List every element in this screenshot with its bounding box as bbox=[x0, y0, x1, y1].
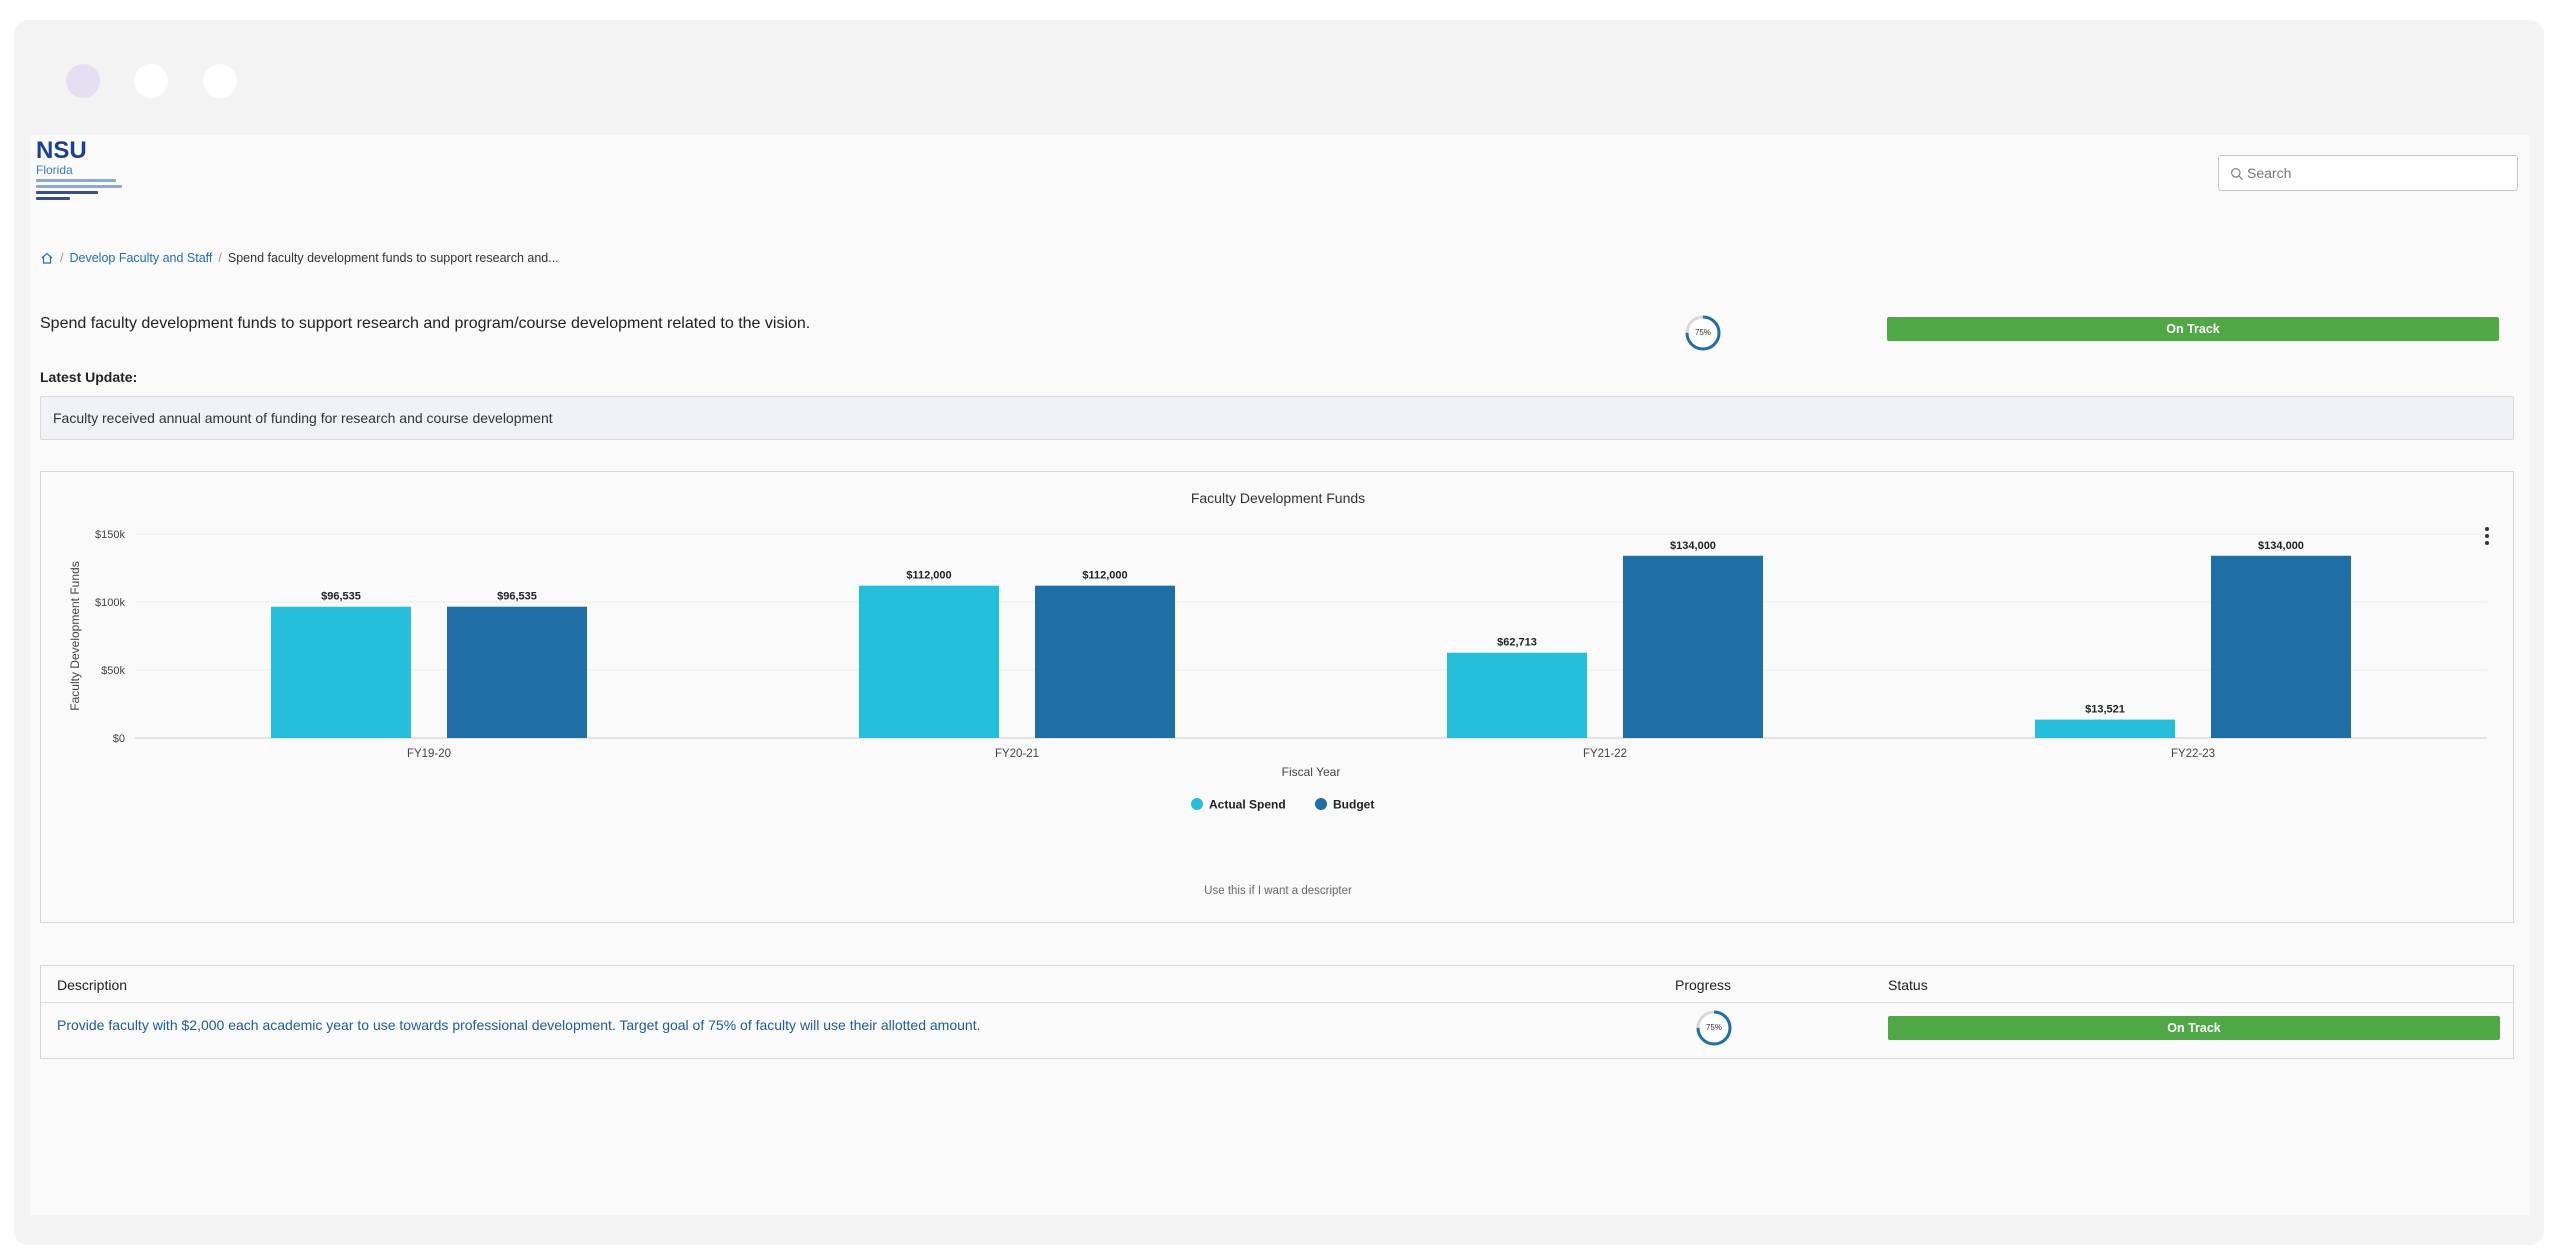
breadcrumb-separator: / bbox=[218, 251, 222, 265]
legend-label: Budget bbox=[1333, 798, 1374, 812]
logo-fine-print bbox=[36, 185, 122, 188]
nsu-logo[interactable]: NSU Florida bbox=[36, 139, 136, 209]
legend-swatch bbox=[1315, 798, 1327, 810]
y-tick-label: $50k bbox=[101, 665, 125, 677]
breadcrumb-separator: / bbox=[60, 251, 64, 265]
window-control-dot[interactable] bbox=[66, 64, 100, 98]
data-label: $96,535 bbox=[321, 591, 361, 603]
data-label: $13,521 bbox=[2085, 704, 2125, 716]
search-input[interactable] bbox=[2247, 160, 2507, 186]
row-status-badge: On Track bbox=[1888, 1016, 2500, 1040]
search-icon bbox=[2230, 167, 2244, 181]
bar bbox=[2211, 555, 2351, 738]
bar bbox=[447, 606, 587, 738]
x-tick-label: FY19-20 bbox=[407, 748, 451, 760]
breadcrumb-parent-link[interactable]: Develop Faculty and Staff bbox=[69, 251, 213, 265]
logo-fine-print bbox=[36, 179, 116, 182]
logo-secondary-text: Florida bbox=[36, 163, 73, 177]
data-label: $112,000 bbox=[1082, 570, 1127, 582]
breadcrumb-current: Spend faculty development funds to suppo… bbox=[227, 251, 559, 265]
bar bbox=[2035, 719, 2175, 738]
column-header-description: Description bbox=[57, 977, 128, 993]
bar bbox=[271, 606, 411, 738]
column-header-status: Status bbox=[1888, 977, 1928, 993]
x-tick-label: FY21-22 bbox=[1583, 748, 1627, 760]
page-content: NSU Florida / Develop Faculty and Staff … bbox=[30, 135, 2530, 1215]
y-tick-label: $0 bbox=[113, 733, 125, 745]
logo-fine-print bbox=[36, 197, 70, 200]
x-axis-label: Fiscal Year bbox=[1282, 765, 1341, 779]
header-divider bbox=[41, 1002, 2513, 1003]
chart-title: Faculty Development Funds bbox=[1191, 490, 1365, 506]
latest-update-label: Latest Update: bbox=[40, 369, 138, 385]
column-header-progress: Progress bbox=[1675, 977, 1732, 993]
legend-swatch bbox=[1191, 798, 1203, 810]
chart-caption: Use this if I want a descripter bbox=[1204, 885, 1352, 897]
key-results-table: Description Progress Status Provide facu… bbox=[40, 965, 2514, 1059]
y-tick-label: $100k bbox=[95, 597, 125, 609]
page-title: Spend faculty development funds to suppo… bbox=[40, 315, 811, 332]
search-box[interactable] bbox=[2218, 155, 2518, 191]
more-vertical-icon[interactable] bbox=[2483, 527, 2491, 549]
data-label: $62,713 bbox=[1497, 637, 1537, 649]
breadcrumb: / Develop Faculty and Staff / Spend facu… bbox=[40, 251, 559, 265]
bar-chart: Faculty Development Funds $0 $50k $100k $150… bbox=[68, 490, 2487, 897]
legend-label: Actual Spend bbox=[1209, 798, 1286, 812]
bar bbox=[1447, 652, 1587, 738]
data-label: $134,000 bbox=[2258, 540, 2304, 552]
bar bbox=[859, 585, 999, 738]
progress-label: 75% bbox=[1694, 328, 1711, 337]
data-label: $96,535 bbox=[497, 591, 537, 603]
y-tick-label: $150k bbox=[95, 529, 125, 541]
row-progress-ring: 75% bbox=[1694, 1008, 1734, 1048]
window-control-dot[interactable] bbox=[134, 64, 168, 98]
data-label: $112,000 bbox=[906, 570, 951, 582]
x-tick-label: FY20-21 bbox=[995, 748, 1039, 760]
home-icon[interactable] bbox=[40, 251, 54, 265]
row-progress-label: 75% bbox=[1705, 1023, 1722, 1032]
progress-ring: 75% bbox=[1683, 313, 1723, 353]
window-control-dot[interactable] bbox=[203, 64, 237, 98]
table-row-description-link[interactable]: Provide faculty with $2,000 each academi… bbox=[57, 1017, 981, 1033]
logo-primary-text: NSU bbox=[36, 137, 87, 164]
bar bbox=[1035, 585, 1175, 738]
chart-card: Faculty Development Funds $0 $50k $100k $150… bbox=[40, 471, 2514, 923]
bar bbox=[1623, 555, 1763, 738]
logo-fine-print bbox=[36, 191, 98, 194]
y-axis-label: Faculty Development Funds bbox=[68, 561, 82, 710]
status-badge: On Track bbox=[1887, 317, 2499, 341]
x-tick-label: FY22-23 bbox=[2171, 748, 2215, 760]
data-label: $134,000 bbox=[1670, 540, 1716, 552]
latest-update-text: Faculty received annual amount of fundin… bbox=[40, 396, 2514, 440]
